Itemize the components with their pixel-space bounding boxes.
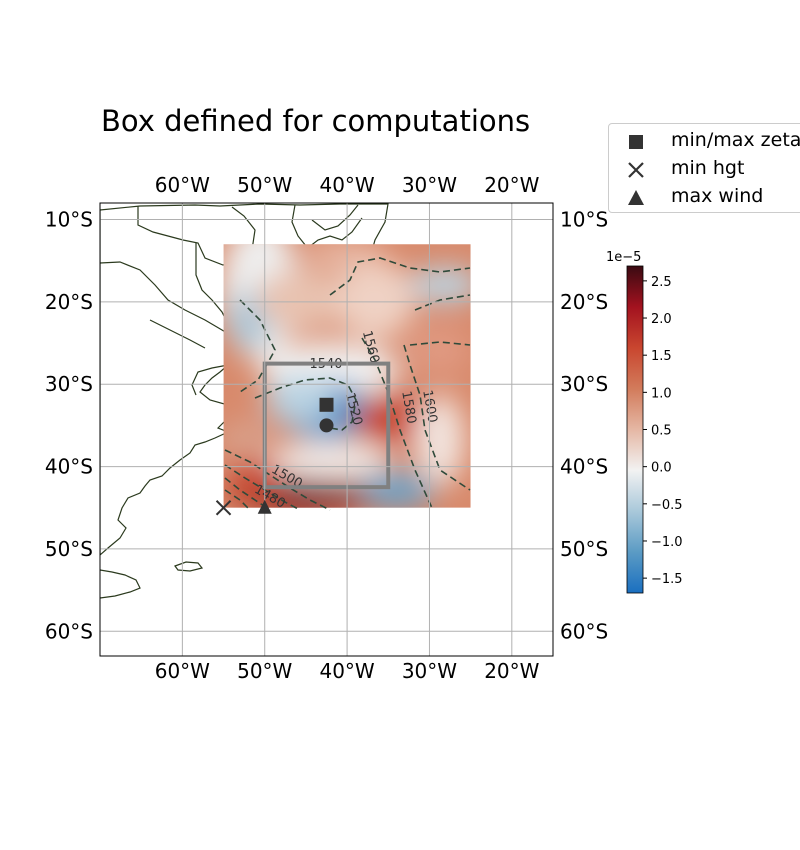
lon-tick-label: 60°W: [155, 173, 210, 197]
legend-label: max wind: [671, 185, 764, 207]
colorbar-tick-label: −1.0: [651, 535, 683, 550]
x-marker-icon: [628, 162, 644, 178]
max-wind-marker: [257, 499, 272, 514]
lat-tick-label: 20°S: [560, 290, 608, 314]
lon-tick-label: 30°W: [402, 173, 457, 197]
lat-tick-label: 60°S: [45, 619, 93, 643]
legend: min/max zeta min hgt max wind: [608, 123, 800, 213]
colorbar-tick-label: −0.5: [651, 498, 683, 513]
legend-label: min/max zeta: [671, 129, 800, 151]
triangle-marker-icon: [628, 190, 644, 205]
lon-tick-label: 30°W: [402, 659, 457, 683]
axis-tick-labels: 60°W 60°W 50°W 50°W 40°W 40°W 30°W 30°W 20°W 20°W…: [45, 173, 608, 683]
lon-tick-label: 40°W: [319, 173, 374, 197]
legend-item-zeta: min/max zeta: [609, 128, 800, 156]
lat-tick-label: 10°S: [45, 207, 93, 231]
lon-tick-label: 40°W: [319, 659, 374, 683]
colorbar-tick-label: 0.0: [651, 461, 672, 476]
min-hgt-marker: [215, 500, 232, 516]
feature-markers: [215, 397, 334, 516]
square-marker-icon: [629, 135, 643, 149]
colorbar-tick-label: −1.5: [651, 572, 683, 587]
colorbar-ticks: 2.5 2.0 1.5 1.0 0.5 0.0 −0.5 −1.0 −1.5: [643, 275, 683, 587]
colorbar-tick-label: 1.0: [651, 386, 672, 401]
legend-item-wind: max wind: [609, 184, 800, 212]
colorbar-exponent: 1e−5: [606, 250, 641, 265]
map-title: Box defined for computations: [101, 104, 531, 138]
lat-tick-label: 40°S: [560, 455, 608, 479]
lon-tick-label: 20°W: [484, 173, 539, 197]
legend-label: min hgt: [671, 157, 745, 179]
colorbar-tick-label: 0.5: [651, 424, 672, 439]
zeta-square-marker: [319, 397, 334, 412]
lat-tick-label: 40°S: [45, 455, 93, 479]
lon-tick-label: 50°W: [237, 659, 292, 683]
colorbar-tick-label: 1.5: [651, 349, 672, 364]
lat-tick-label: 10°S: [560, 207, 608, 231]
lon-tick-label: 60°W: [155, 659, 210, 683]
colorbar: 1e−5 2.5 2.0 1.5 1.0 0.5 0.0 −0.5 −1.0 −1.5: [606, 250, 683, 594]
lat-tick-label: 50°S: [45, 537, 93, 561]
contour-label: 1580: [398, 390, 419, 425]
gridlines: [100, 203, 553, 656]
zeta-circle-marker: [319, 418, 334, 433]
lon-tick-label: 20°W: [484, 659, 539, 683]
lat-tick-label: 20°S: [45, 290, 93, 314]
map-frame: [99, 202, 554, 657]
lat-tick-label: 30°S: [560, 372, 608, 396]
lat-tick-label: 50°S: [560, 537, 608, 561]
lat-tick-label: 60°S: [560, 619, 608, 643]
colorbar-tick-label: 2.0: [651, 312, 672, 327]
lat-tick-label: 30°S: [45, 372, 93, 396]
colorbar-tick-label: 2.5: [651, 275, 672, 290]
lon-tick-label: 50°W: [237, 173, 292, 197]
legend-item-hgt: min hgt: [609, 156, 800, 184]
